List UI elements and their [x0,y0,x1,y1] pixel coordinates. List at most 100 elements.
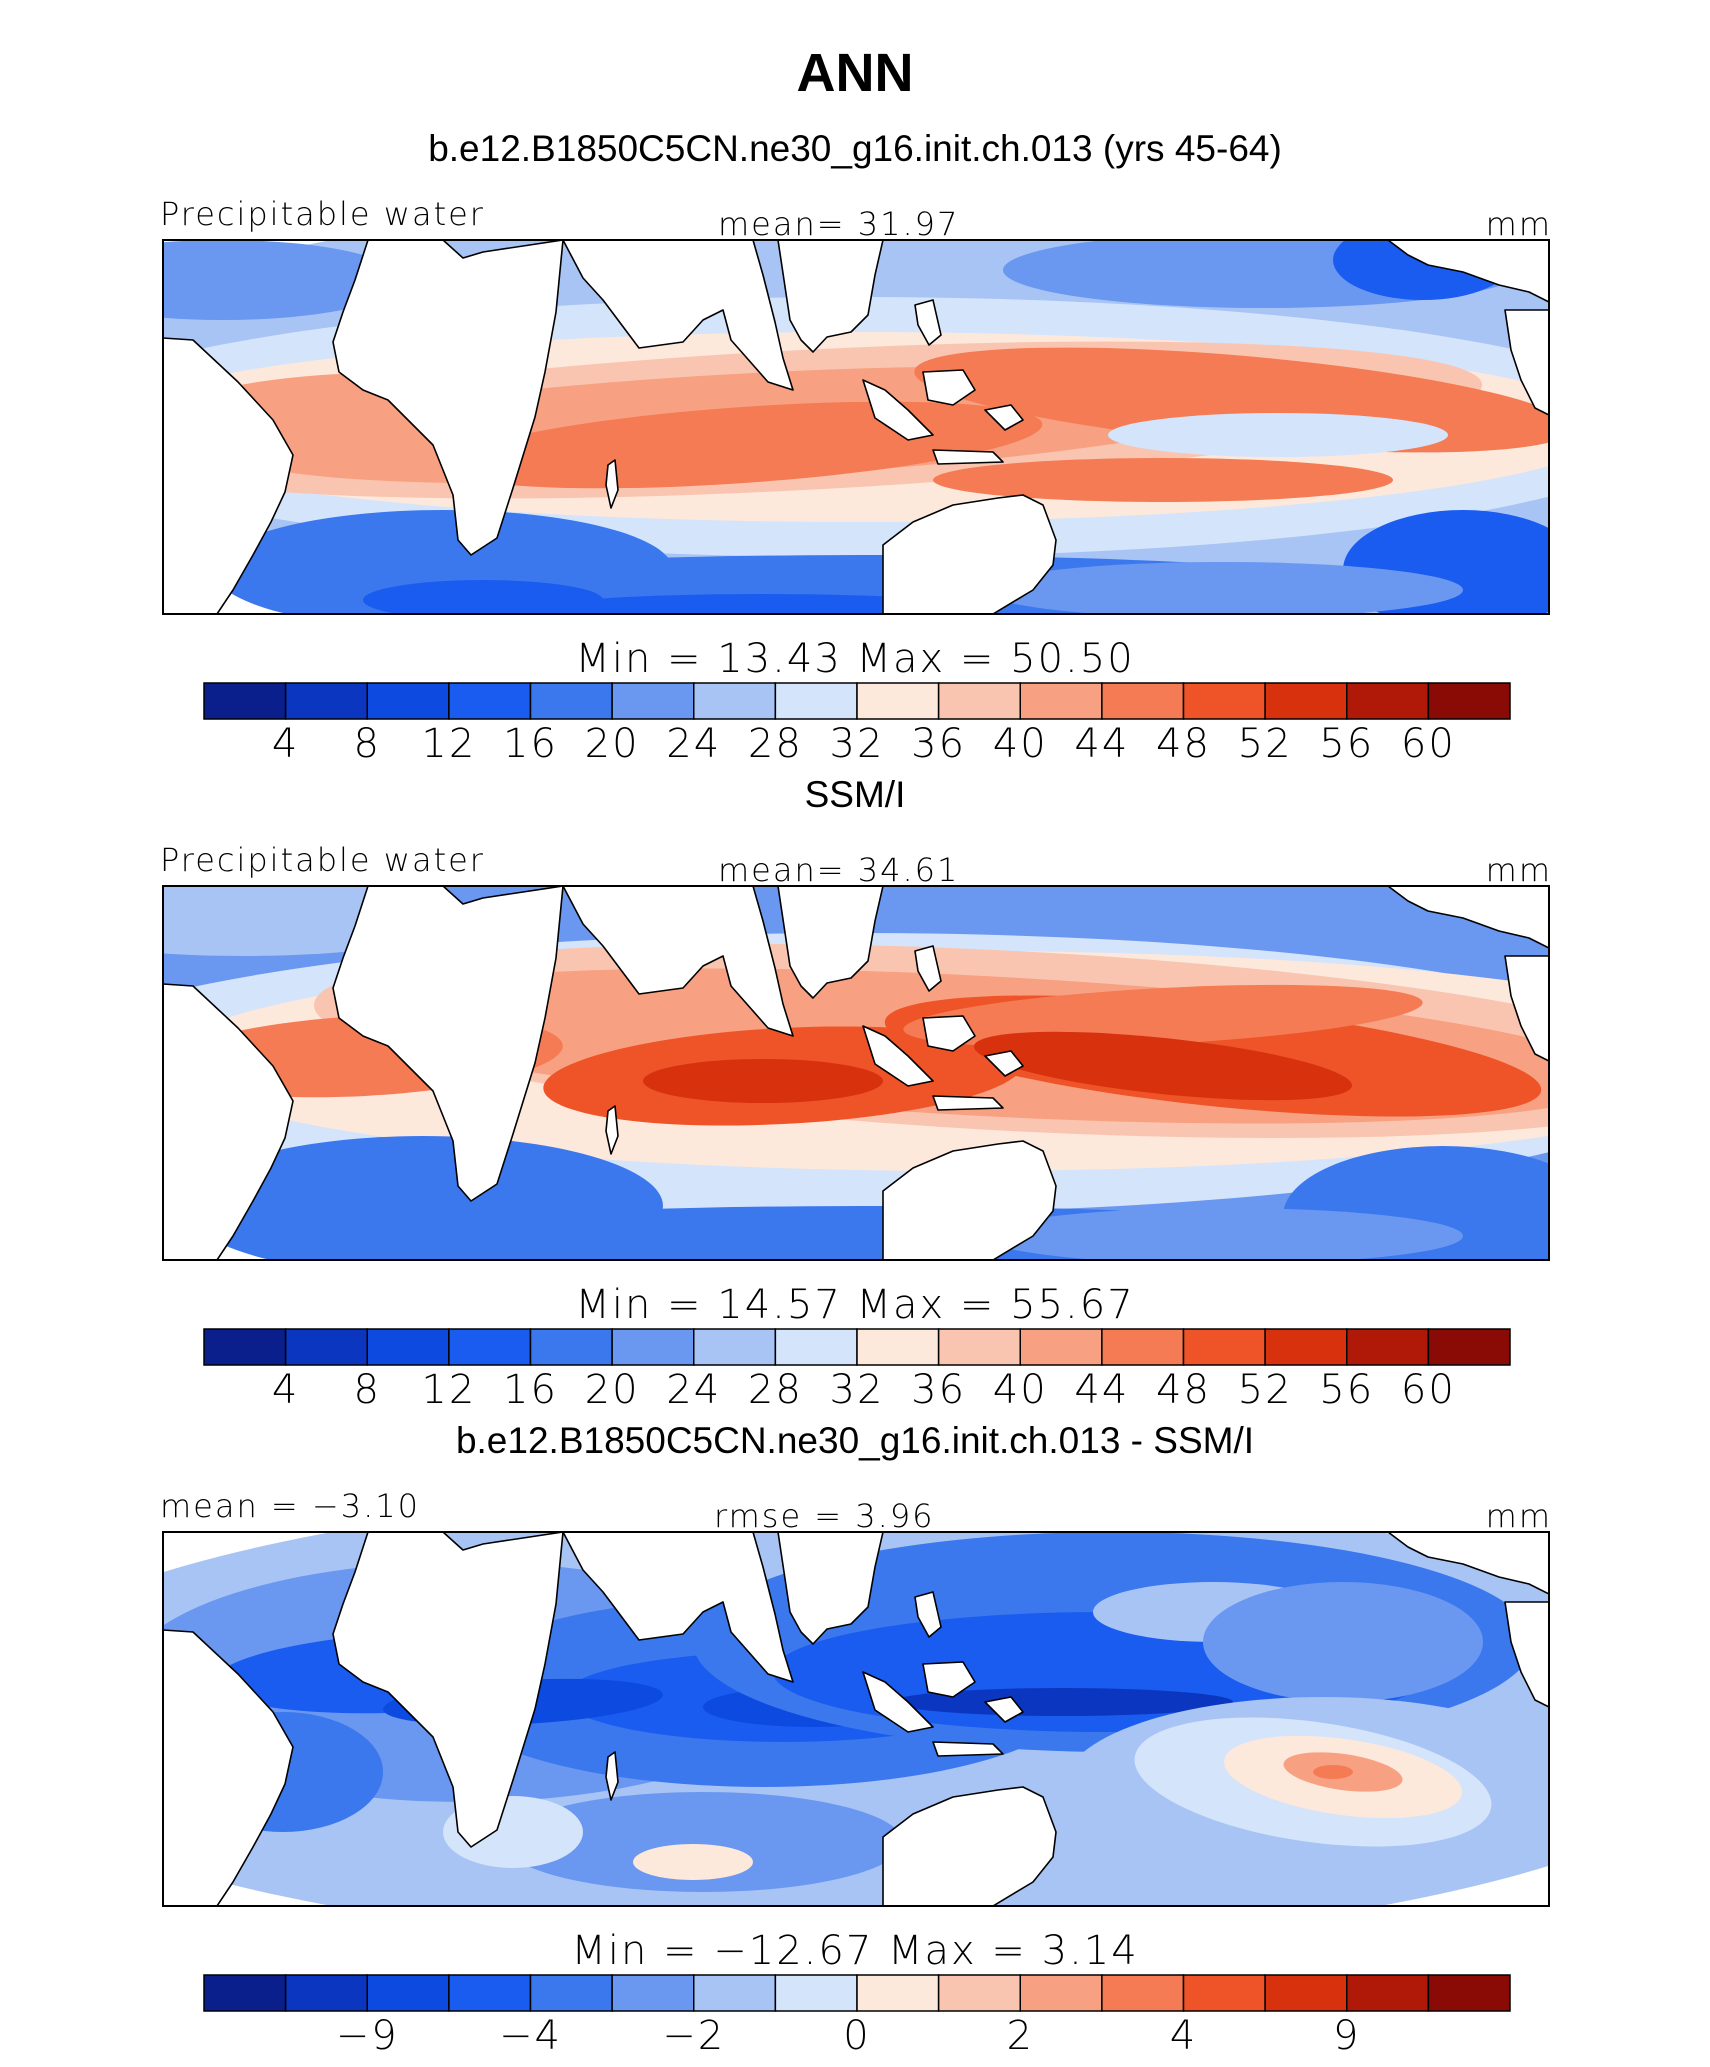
land-6 [1504,309,1549,416]
land-12 [914,1591,942,1638]
colorbar-tick-label: 56 [1319,721,1375,767]
contour-field-8 [893,1688,1233,1716]
land-5 [1387,1532,1549,1595]
colorbar-box [203,1974,287,2012]
colorbar-tick-label: 16 [503,721,558,767]
colorbar-tick-label: 52 [1237,1367,1293,1413]
colorbar-tick-label: 24 [666,721,722,767]
colorbar-box [774,1328,858,1366]
colorbar-tick-label: 4 [1169,2013,1198,2059]
colorbar-box [937,1974,1021,2012]
colorbar-box [1346,1974,1430,2012]
contour-field-9 [974,1031,1352,1101]
colorbar-tick-label: 2 [1006,2013,1034,2059]
colorbar-box [1264,1974,1348,2012]
colorbar-box [448,682,532,720]
map-frame [162,1531,1550,1907]
contour-field-10 [163,240,403,320]
colorbar-tick-label: 44 [1074,721,1130,767]
colorbar-tick-label: 12 [421,1367,477,1413]
colorbar-box [611,1328,695,1366]
land-7 [605,459,619,509]
colorbar-box [203,1328,287,1366]
colorbar-box [693,1974,777,2012]
colorbar-box [856,682,940,720]
colorbar-box [1101,1974,1185,2012]
map-frame [162,885,1550,1261]
colorbar-tick-label: 44 [1074,1367,1130,1413]
panel-label-right: mm [1485,851,1552,889]
colorbar-box [284,1328,368,1366]
map-frame [162,239,1550,615]
contour-field-17 [503,1792,903,1892]
land-9 [922,1661,976,1698]
contour-field-15 [1313,1765,1353,1779]
colorbar-box [1427,1328,1511,1366]
land-2 [777,240,884,353]
panel-label-left: Precipitable water [160,195,485,233]
colorbar-tick-label: 36 [911,721,967,767]
colorbar-tick-label: 12 [421,721,477,767]
colorbar-box [448,1328,532,1366]
land-8 [862,379,934,441]
colorbar-box [1182,1328,1266,1366]
colorbar-box [611,682,695,720]
contour-field-8 [933,458,1393,502]
colorbar-box [1346,682,1430,720]
colorbar-tick-label: 28 [747,721,803,767]
land-9 [922,1015,976,1052]
land-9 [922,369,976,406]
map-panel-3 [162,1531,1550,1907]
land-1 [562,886,794,1037]
colorbar-tick-label: 8 [353,1367,381,1413]
colorbar-tick-label: 32 [829,721,885,767]
colorbar-tick-label: 0 [843,2013,871,2059]
colorbar-tick-label: 40 [992,721,1048,767]
colorbar-tick-label: 28 [747,1367,803,1413]
land-1 [562,240,794,391]
colorbar-tick-label: 36 [911,1367,967,1413]
land-3 [163,1629,294,1906]
land-4 [882,1786,1057,1906]
panel-subtitle: SSM/I [804,774,906,815]
main-title: ANN [796,43,914,103]
colorbar-box [856,1974,940,2012]
land-11 [932,1741,1004,1757]
colorbar-box [1019,1328,1103,1366]
colorbar-box [1101,682,1185,720]
colorbar-box [774,682,858,720]
contour-field-10 [643,1059,883,1103]
colorbar-box [529,682,613,720]
colorbar-box [1019,1974,1103,2012]
panel-label-right: mm [1485,205,1552,243]
map-panel-1 [162,239,1550,615]
panel-label-left: Precipitable water [160,841,485,879]
colorbar-box [693,1328,777,1366]
land-1 [562,1532,794,1683]
contour-field-18 [633,1844,753,1880]
panel-label-mid: mean= 34.61 [718,851,960,889]
land-11 [932,1095,1004,1111]
colorbar-tick-label: 20 [584,1367,640,1413]
colorbar-tick-label: 48 [1156,1367,1211,1413]
colorbar-box [1264,1328,1348,1366]
land-12 [914,945,942,992]
land-3 [163,983,294,1260]
colorbar-box [529,1974,613,2012]
contour-field-16 [983,1208,1463,1260]
land-2 [777,886,884,999]
colorbar-box [366,1974,450,2012]
panel-label-mid: mean= 31.97 [718,205,960,243]
colorbar-tick-label: 16 [503,1367,558,1413]
contour-field-17 [983,562,1463,614]
colorbar-tick-label: 56 [1319,1367,1375,1413]
min-max-label: Min = −12.67 Max = 3.14 [571,1928,1139,1974]
colorbar-box [611,1974,695,2012]
panel-label-mid: rmse = 3.96 [714,1497,935,1535]
colorbar-box [856,1328,940,1366]
colorbar-box [1101,1328,1185,1366]
colorbar-box [937,682,1021,720]
panel-subtitle: b.e12.B1850C5CN.ne30_g16.init.ch.013 (yr… [428,128,1282,169]
colorbar-tick-label: −4 [499,2013,562,2059]
colorbar-box [284,682,368,720]
